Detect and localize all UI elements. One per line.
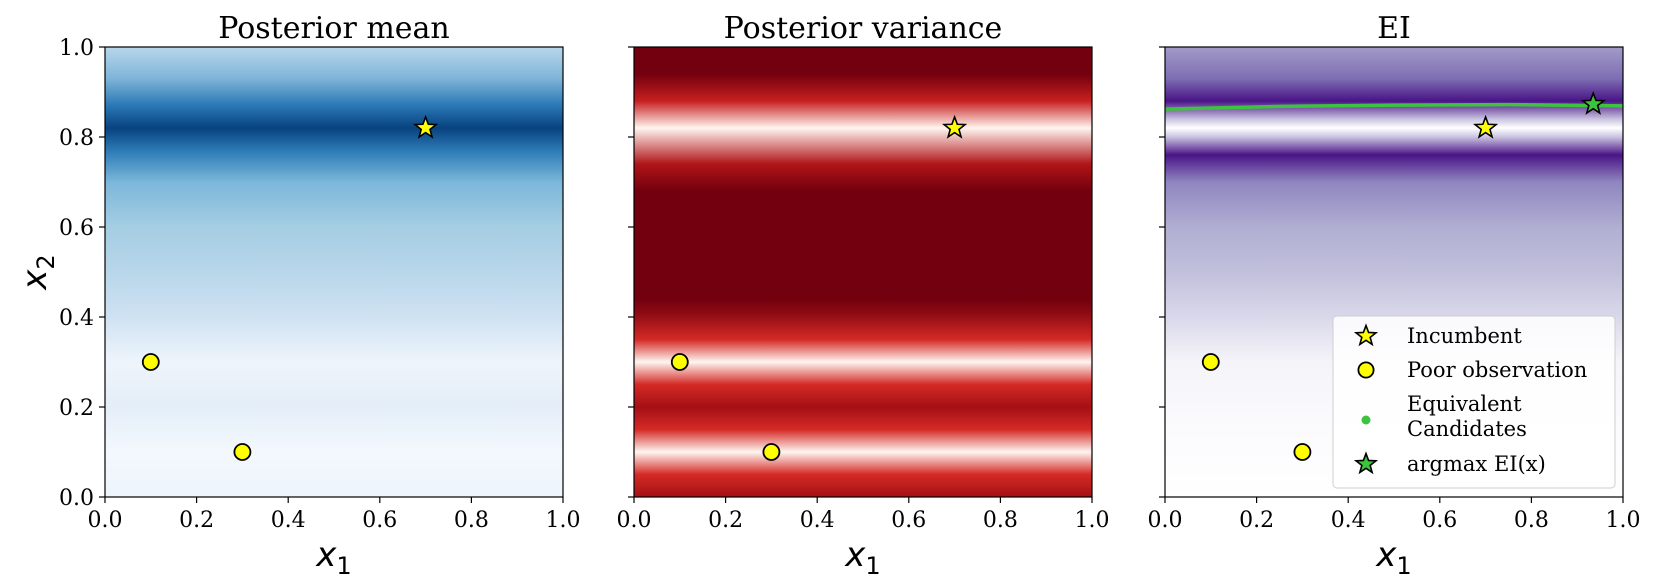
poor-observation-marker — [762, 443, 781, 461]
x-tick-label: 0.8 — [983, 508, 1018, 533]
plot-frame — [104, 46, 564, 498]
legend-label: argmax EI(x) — [1407, 452, 1546, 476]
x-tick-label: 0.6 — [1422, 508, 1457, 533]
x-tick-label: 1.0 — [1606, 508, 1641, 533]
argmax-ei-star-marker — [1580, 90, 1606, 115]
poor-observation-marker — [1201, 353, 1220, 371]
x-tick-label: 0.2 — [708, 508, 743, 533]
x-tick-label: 0.8 — [1514, 508, 1549, 533]
poor-observation-marker — [141, 353, 160, 371]
panel-purples: 0.0 0.2 0.4 0.6 0.8 1.0 EI x1 Incumbent Poor obse… — [1148, 11, 1641, 580]
x-tick-label: 0.4 — [800, 508, 835, 533]
legend-label: Incumbent — [1407, 324, 1522, 348]
x-axis-label: x1 — [1375, 535, 1411, 580]
poor-observation-marker — [670, 353, 689, 371]
legend-label: Poor observation — [1407, 358, 1587, 382]
x-tick-label: 0.2 — [179, 508, 214, 533]
y-tick-label: 0.6 — [59, 216, 94, 241]
x-tick-label: 0.4 — [271, 508, 306, 533]
x-tick-label: 1.0 — [546, 508, 581, 533]
heatmap-field — [105, 47, 563, 497]
x-tick-label: 0.0 — [88, 508, 123, 533]
y-tick-label: 0.2 — [59, 396, 94, 421]
poor-observation-marker — [233, 443, 252, 461]
legend-label: Equivalent — [1407, 392, 1522, 416]
x-tick-label: 0.4 — [1331, 508, 1366, 533]
panel-reds: 0.0 0.2 0.4 0.6 0.8 1.0 Posterior variance x1 — [617, 11, 1110, 580]
incumbent-star-marker — [941, 114, 968, 139]
panel-blues: 0.0 0.2 0.4 0.6 0.8 1.0 0.0 0.2 0.4 0.6 0.8 1.0 Post… — [15, 11, 581, 580]
x-tick-label: 0.2 — [1239, 508, 1274, 533]
incumbent-star-marker — [412, 114, 439, 139]
legend-circle-marker — [1357, 361, 1375, 379]
x-tick-label: 0.0 — [1148, 508, 1183, 533]
legend-star-marker — [1353, 323, 1379, 347]
plot-frame — [1164, 46, 1624, 498]
x-tick-label: 1.0 — [1075, 508, 1110, 533]
legend: Incumbent Poor observation EquivalentCandi… — [1332, 315, 1616, 489]
y-tick-label: 0.4 — [59, 306, 94, 331]
legend-label: Candidates — [1407, 417, 1527, 441]
x-axis-label: x1 — [844, 535, 880, 580]
x-tick-label: 0.6 — [891, 508, 926, 533]
y-tick-label: 0.8 — [59, 126, 94, 151]
legend-dot-marker — [1361, 415, 1371, 425]
chart-title: Posterior variance — [724, 11, 1003, 46]
chart-title: EI — [1377, 11, 1411, 46]
y-tick-label: 0.0 — [59, 486, 94, 511]
x-tick-label: 0.6 — [362, 508, 397, 533]
plot-frame — [633, 46, 1093, 498]
y-tick-label: 1.0 — [59, 36, 94, 61]
heatmap-field — [634, 47, 1092, 497]
incumbent-star-marker — [1472, 114, 1499, 139]
legend-star-marker — [1353, 451, 1379, 475]
equivalent-candidates-line — [1164, 102, 1624, 111]
x-axis-label: x1 — [315, 535, 351, 580]
chart-title: Posterior mean — [218, 11, 450, 46]
x-tick-label: 0.8 — [454, 508, 489, 533]
x-tick-label: 0.0 — [617, 508, 652, 533]
poor-observation-marker — [1293, 443, 1312, 461]
y-axis-label: x2 — [15, 254, 60, 290]
legend-box — [1332, 315, 1616, 489]
